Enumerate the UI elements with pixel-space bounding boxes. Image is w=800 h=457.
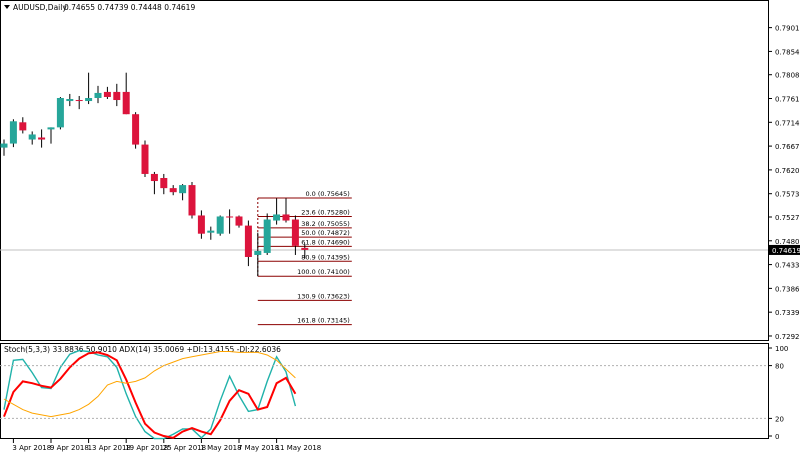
time-axis-label: 13 Apr 2018 [88,444,131,452]
time-axis-label: 1 May 2018 [200,444,241,452]
bull-candle [66,99,74,102]
current-price-marker [769,244,800,255]
fib-level-label: 38.2 (0.75055) [301,220,350,228]
fib-level-label: 0.0 (0.75645) [305,190,349,198]
time-axis-label: 25 Apr 2018 [163,444,206,452]
bull-candle [85,98,93,102]
indicator-panel-frame [0,343,769,439]
time-axis-label: 9 Apr 2018 [50,444,89,452]
adx-line [3,351,296,418]
bear-candle [197,215,205,234]
bear-candle [169,188,177,193]
ohlc-readout: 0.74655 0.74739 0.74448 0.74619 [64,3,195,12]
bear-candle [19,122,27,131]
fib-level-label: 61.8 (0.74690) [301,238,350,246]
bull-candle [207,230,215,233]
indicator-axis-label: 0 [775,433,779,441]
bear-candle [226,216,234,218]
time-axis-label: 7 May 2018 [238,444,279,452]
bear-candle [160,178,168,189]
bear-candle [75,100,83,102]
current-price-label: 0.74619 [772,247,800,255]
stoch-signal-line [3,351,297,439]
fib-level-label: 80.9 (0.74395) [301,253,350,261]
bear-candle [235,216,243,226]
indicator-axis: 100 80 20 0 [0,345,788,441]
bear-candle [291,219,299,246]
bull-candle [9,121,17,144]
bear-candle [132,114,140,145]
bull-candle [179,185,187,194]
bear-candle [38,137,46,140]
current-price-line: 0.74619 [0,244,800,255]
fib-level-label: 161.8 (0.73145) [297,317,350,325]
indicator-axis-label: 100 [775,345,788,353]
price-axis-label: 0.72920 [775,333,800,341]
bear-candle [141,144,149,174]
bull-candle [94,92,102,98]
symbol-timeframe: AUDUSD,Daily [13,3,67,12]
bull-candle [28,134,36,140]
bear-candle [244,225,252,257]
bull-candle [263,219,271,253]
bull-candle [56,98,64,128]
time-axis-label: 19 Apr 2018 [125,444,168,452]
indicator-axis-label: 20 [775,415,784,423]
bear-candle [122,91,130,115]
bear-candle [103,91,111,97]
fib-level-label: 130.9 (0.73623) [297,292,350,300]
indicator-header: Stoch(5,3,3) 33.8836 50.9010 ADX(14) 35.… [4,345,281,354]
bull-candle [0,143,8,148]
bear-candle [282,214,290,221]
bull-candle [254,250,262,255]
bear-candle [150,173,158,182]
bull-candle [273,214,281,221]
bull-candle [216,216,224,234]
price-panel-frame [0,0,769,341]
bear-candle [188,185,196,216]
time-axis-label: 11 May 2018 [276,444,322,452]
stochastic-adx-lines [3,349,297,440]
time-axis-label: 3 Apr 2018 [12,444,51,452]
fib-level-label: 50.0 (0.74872) [301,229,350,237]
bull-candle [47,127,55,130]
candles [0,72,309,277]
bear-candle [113,91,121,101]
fib-level-label: 100.0 (0.74100) [297,268,350,276]
indicator-axis-label: 80 [775,363,784,371]
bear-candle [301,247,309,250]
dropdown-arrow-icon[interactable] [4,5,10,9]
fib-level-label: 23.6 (0.75280) [301,208,350,216]
